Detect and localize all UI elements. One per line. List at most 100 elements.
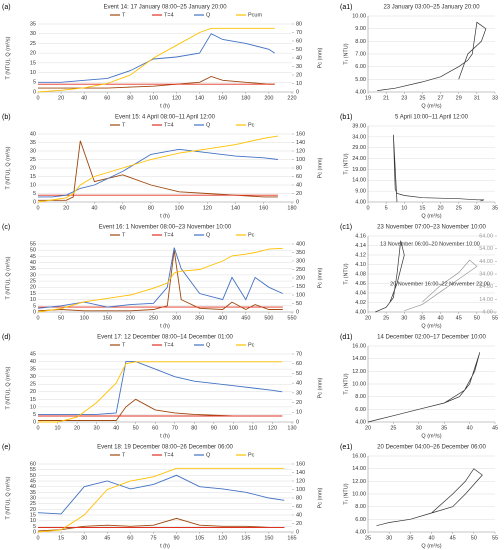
y2-tick-label: 4.00: [482, 309, 493, 315]
y2-tick-label: 160: [296, 461, 305, 467]
y-tick-label: 5: [33, 524, 36, 530]
y-tick-label: 25: [30, 41, 36, 47]
y2-tick-label: 100: [296, 292, 305, 298]
y-tick-label: 10.00: [352, 491, 366, 497]
legend-label: Q: [206, 122, 211, 128]
x-tick-label: 35: [441, 425, 447, 431]
y2-tick-label: 70: [296, 30, 302, 36]
y-tick-label: 30: [30, 31, 36, 37]
series-line: [37, 250, 283, 312]
x-tick-label: 33: [492, 95, 498, 101]
y-tick-label: 40: [30, 484, 36, 490]
x-axis-label: Q (m³/s): [421, 323, 441, 329]
y2-tick-label: 0: [296, 419, 299, 425]
y2-tick-label: 10: [296, 410, 302, 416]
x-tick-label: 30: [416, 425, 422, 431]
legend-label: T=4: [164, 122, 174, 128]
panel-label: (a1): [340, 4, 352, 11]
x-tick-label: 80: [148, 205, 154, 211]
x-tick-label: 160: [218, 95, 227, 101]
x-tick-label: 100: [175, 205, 184, 211]
panel-label: (d1): [340, 334, 352, 341]
y-tick-label: 55: [30, 467, 36, 473]
legend-label: T: [122, 232, 126, 238]
series-line: [38, 361, 283, 415]
x-tick-label: 350: [195, 315, 204, 321]
x-tick-label: 40: [91, 205, 97, 211]
legend-label: Q: [206, 342, 211, 348]
y-tick-label: 4.14: [355, 243, 366, 249]
annotation: 13 November 06:00–20 November 10:00: [380, 241, 480, 247]
x-tick-label: 80: [127, 95, 133, 101]
y-tick-label: 10: [30, 70, 36, 76]
y-tick-label: 4.04: [355, 290, 366, 296]
y2-tick-label: 40: [296, 381, 302, 387]
x-tick-label: 19: [365, 95, 371, 101]
x-tick-label: 55: [492, 315, 498, 321]
y2-tick-label: 100: [296, 487, 305, 493]
legend-label: T: [122, 452, 126, 458]
y-tick-label: 25: [30, 382, 36, 388]
y-axis-label: T (NTU), Q (m³/s): [5, 146, 11, 189]
series-line: [38, 33, 275, 83]
y-tick-label: 35: [30, 266, 36, 272]
y2-tick-label: 34.00: [479, 271, 493, 277]
y-tick-label: 10: [30, 404, 36, 410]
x-axis-label: Q (m³/s): [421, 433, 441, 439]
x-tick-label: 60: [120, 205, 126, 211]
x-tick-label: 45: [492, 425, 498, 431]
y2-tick-label: 64.00: [479, 233, 493, 239]
x-axis-label: t (h): [160, 213, 170, 219]
x-tick-label: 100: [229, 425, 238, 431]
x-tick-label: 40: [438, 315, 444, 321]
y2-axis-label: Pc (mm): [317, 377, 323, 398]
y-tick-label: 10: [30, 518, 36, 524]
y2-tick-label: 14.00: [479, 297, 493, 303]
y-tick-label: 15: [30, 60, 36, 66]
y-tick-label: 8.00: [355, 504, 366, 510]
x-tick-label: 70: [172, 425, 178, 431]
legend-label: Pcum: [248, 12, 262, 18]
x-tick-label: 60: [104, 95, 110, 101]
x-tick-label: 150: [264, 535, 273, 541]
y2-tick-label: 50: [296, 301, 302, 307]
x-axis-label: Q (m³/s): [421, 213, 441, 219]
y-tick-label: 40: [30, 260, 36, 266]
y-tick-label: 4.00: [355, 309, 366, 315]
x-tick-label: 80: [191, 425, 197, 431]
x-tick-label: 45: [456, 315, 462, 321]
panel-label: (a): [2, 4, 11, 11]
x-axis-label: Q (m³/s): [421, 103, 441, 109]
chart-title: Event 18: 19 December 08:00–26 December …: [97, 445, 233, 451]
x-tick-label: 120: [268, 425, 277, 431]
x-tick-label: 30: [401, 315, 407, 321]
series-line: [376, 468, 483, 527]
y2-tick-label: 80: [296, 165, 302, 171]
y2-tick-label: 60: [296, 174, 302, 180]
chart-title: 23 November 07:00–23 November 10:00: [377, 225, 486, 231]
y2-tick-label: 350: [296, 250, 305, 256]
y-tick-label: 16.00: [352, 453, 366, 459]
y-tick-label: 5: [33, 303, 36, 309]
y-tick-label: 4.12: [355, 252, 366, 258]
y2-tick-label: 150: [296, 284, 305, 290]
panel-label: (b1): [340, 114, 352, 121]
y-axis-label: Tᵣ (NTU): [343, 153, 349, 174]
y-tick-label: 60: [30, 461, 36, 467]
y-tick-label: 30: [30, 148, 36, 154]
series-line: [377, 21, 487, 92]
x-tick-label: 100: [149, 95, 158, 101]
y-tick-label: 50: [30, 248, 36, 254]
legend-label: Q: [206, 232, 211, 238]
y2-tick-label: 80: [296, 21, 302, 27]
x-tick-label: 23: [401, 95, 407, 101]
legend-label: T: [122, 122, 126, 128]
y2-tick-label: 80: [296, 495, 302, 501]
y2-tick-label: 400: [296, 241, 305, 247]
x-tick-label: 40: [113, 425, 119, 431]
y2-tick-label: 160: [296, 131, 305, 137]
x-tick-label: 450: [241, 315, 250, 321]
x-tick-label: 0: [366, 205, 369, 211]
x-tick-label: 27: [438, 95, 444, 101]
y-tick-label: 35: [30, 367, 36, 373]
